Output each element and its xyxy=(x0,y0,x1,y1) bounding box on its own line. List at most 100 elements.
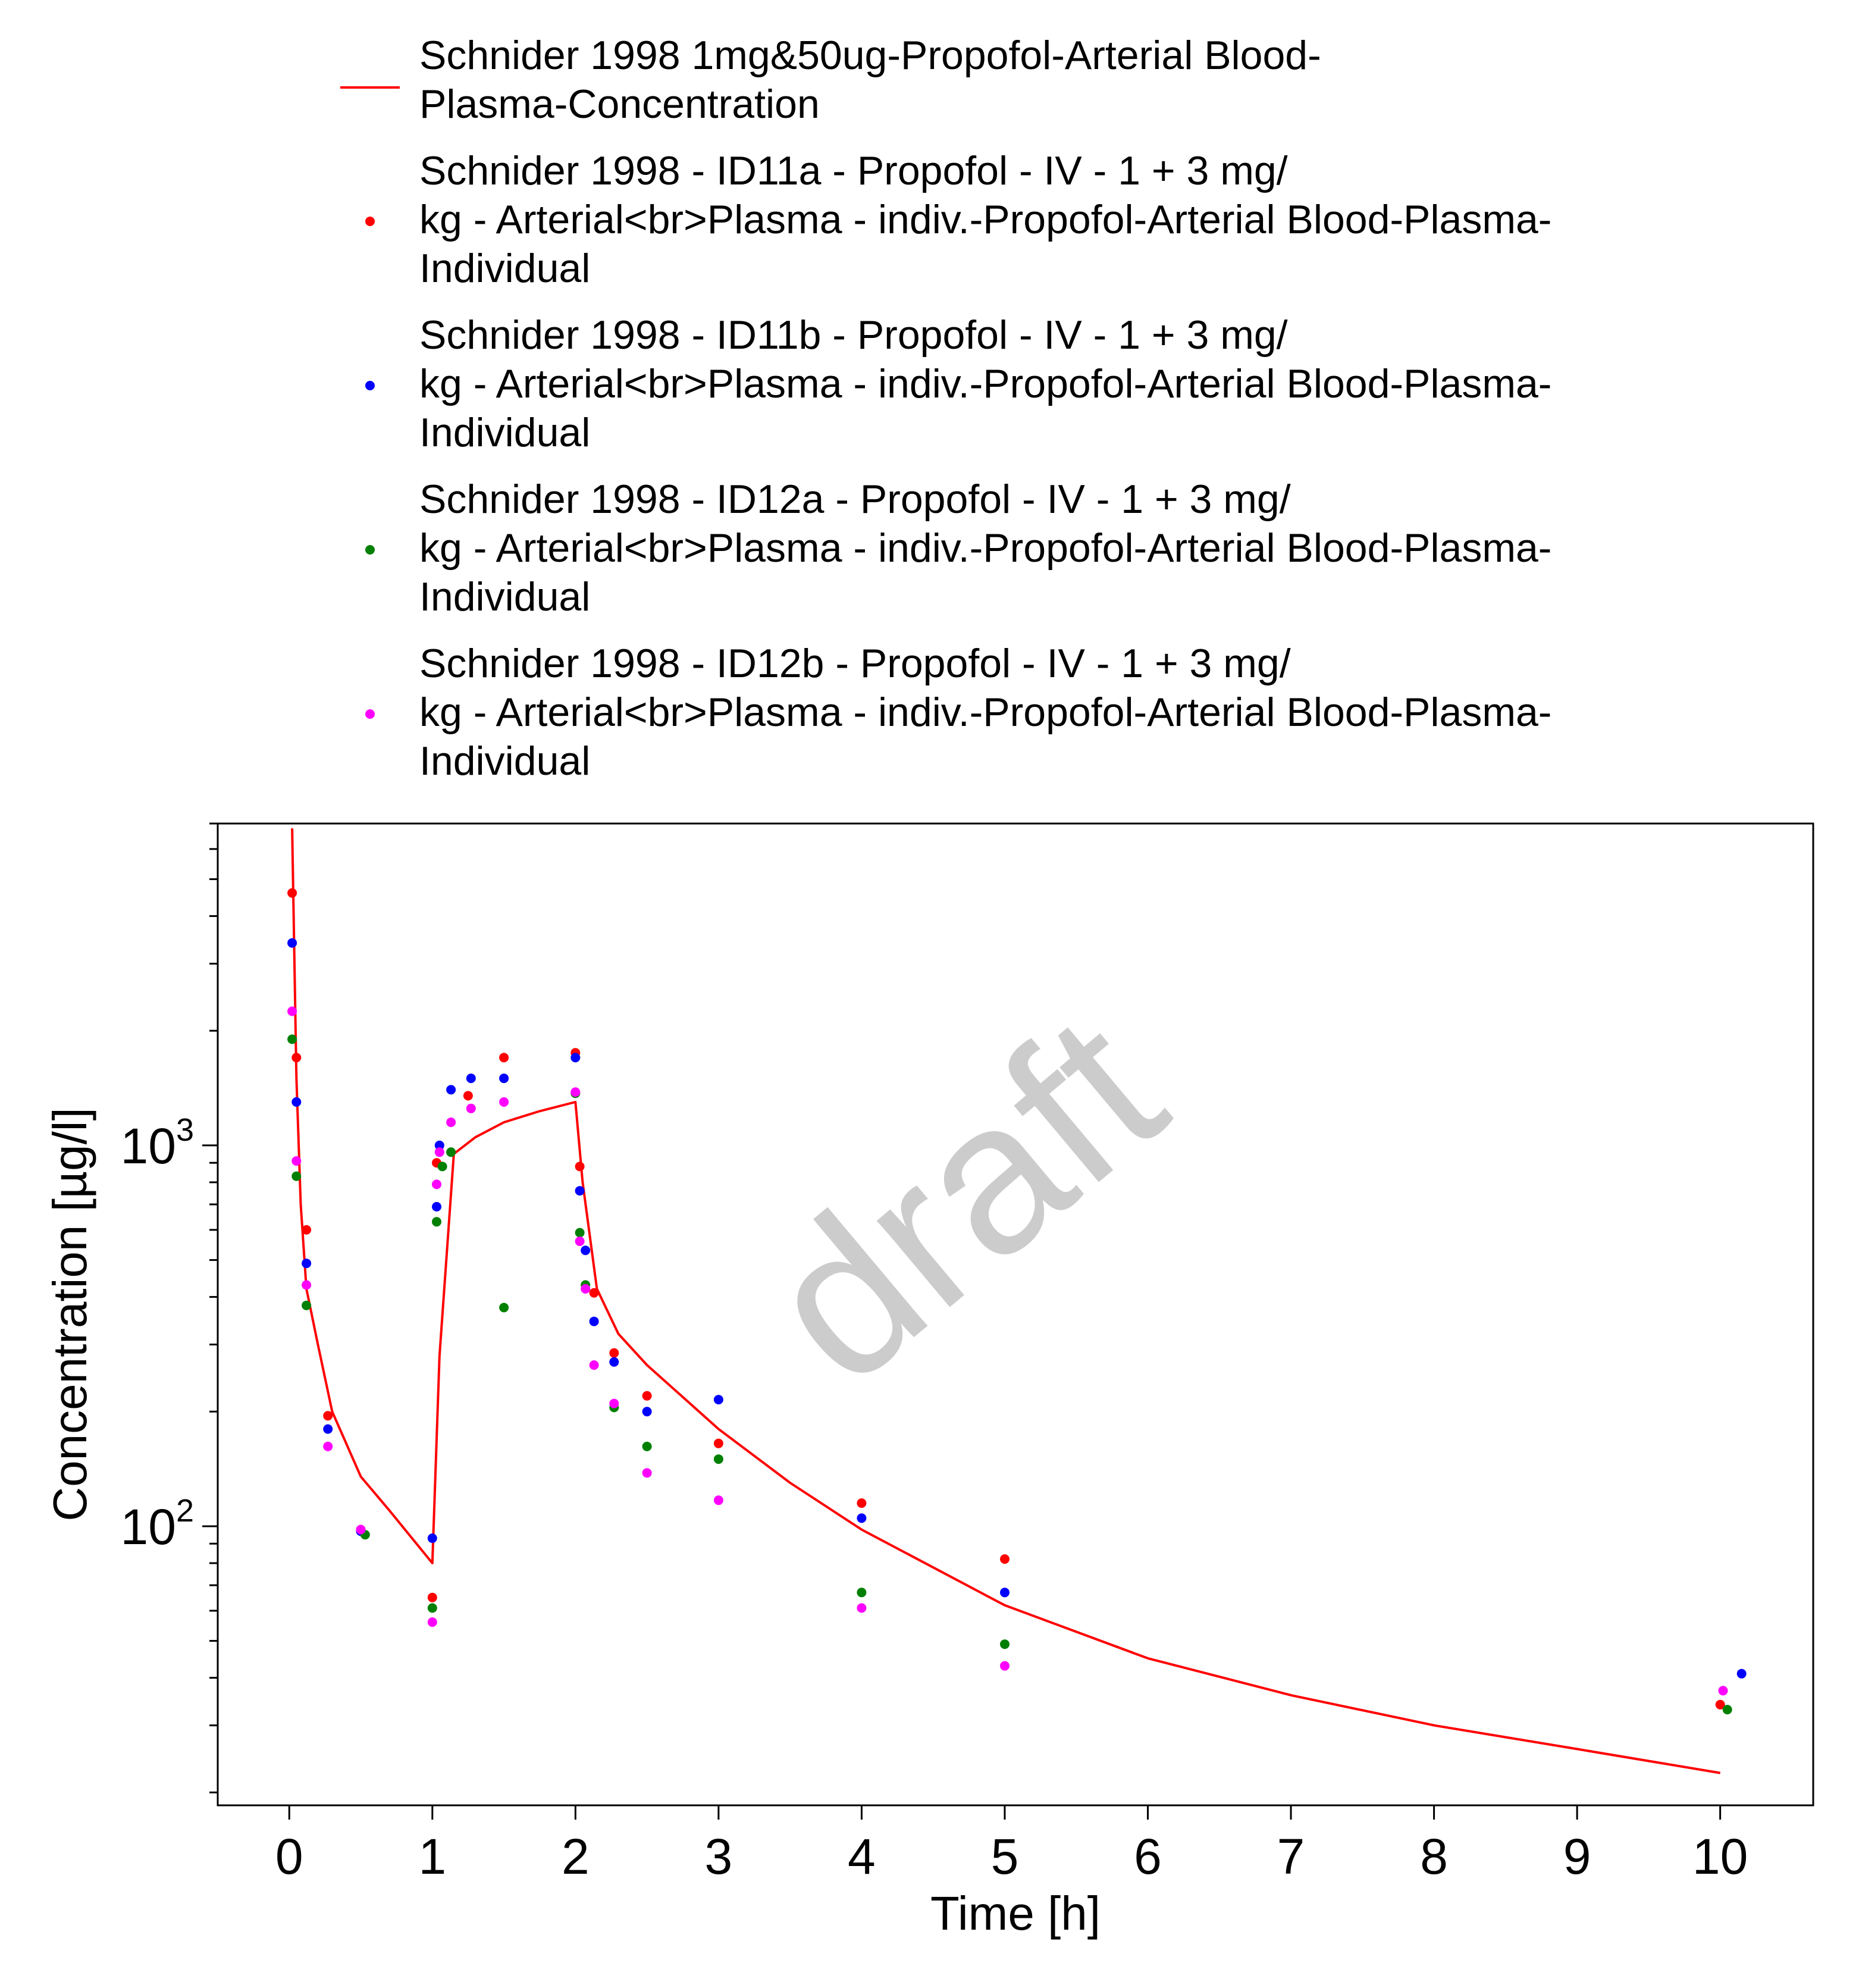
data-point xyxy=(291,1171,302,1181)
x-tick-label: 5 xyxy=(991,1829,1019,1884)
data-point xyxy=(581,1284,591,1294)
legend-dot-swatch xyxy=(365,709,375,719)
legend-label-line: Schnider 1998 - ID12b - Propofol - IV - … xyxy=(419,641,1291,686)
data-point xyxy=(857,1588,867,1598)
data-point xyxy=(434,1140,444,1150)
data-point xyxy=(609,1357,619,1367)
data-point xyxy=(291,1053,302,1063)
x-tick-label: 6 xyxy=(1134,1829,1162,1884)
legend-label-line: Individual xyxy=(419,574,590,619)
data-point xyxy=(432,1202,441,1211)
legend-label-line: kg - Arterial<br>Plasma - indiv.-Propofo… xyxy=(419,690,1551,735)
data-point xyxy=(642,1407,652,1417)
data-point xyxy=(291,1156,302,1166)
data-point xyxy=(432,1217,441,1227)
legend-item: Schnider 1998 - ID12b - Propofol - IV - … xyxy=(365,641,1551,784)
data-point xyxy=(446,1085,456,1095)
legend-label-line: Individual xyxy=(419,738,590,784)
data-point xyxy=(427,1617,437,1627)
data-point xyxy=(1736,1668,1747,1679)
y-tick-label: 102 xyxy=(121,1493,194,1555)
data-point xyxy=(575,1228,585,1238)
x-tick-label: 8 xyxy=(1420,1829,1448,1884)
x-axis-title: Time [h] xyxy=(930,1887,1101,1940)
data-point xyxy=(1722,1705,1732,1715)
data-point xyxy=(857,1498,867,1508)
data-point xyxy=(432,1179,441,1189)
data-point xyxy=(499,1053,509,1063)
data-point xyxy=(466,1073,476,1084)
watermark-text: draft xyxy=(723,969,1205,1429)
legend-label-line: Plasma-Concentration xyxy=(419,82,820,127)
axes: 0 1 2 3 4 5 6 7 8 9 10 102 103 xyxy=(121,822,1748,1884)
x-tick-label: 2 xyxy=(562,1829,590,1884)
x-tick-label: 3 xyxy=(705,1829,733,1884)
legend-dot-swatch xyxy=(365,217,375,226)
data-point xyxy=(589,1316,599,1326)
x-tick-label: 9 xyxy=(1563,1829,1591,1884)
data-point xyxy=(323,1441,333,1451)
data-point xyxy=(642,1441,652,1451)
x-tick-label: 4 xyxy=(848,1829,876,1884)
series-1 xyxy=(287,888,1725,1710)
data-point xyxy=(287,1006,297,1016)
data-point xyxy=(302,1225,312,1235)
data-point xyxy=(713,1454,723,1464)
data-point xyxy=(446,1117,456,1128)
data-point xyxy=(499,1073,509,1084)
legend-label-line: kg - Arterial<br>Plasma - indiv.-Propofo… xyxy=(419,361,1551,406)
data-point xyxy=(589,1360,599,1370)
legend-label-line: Schnider 1998 - ID11b - Propofol - IV - … xyxy=(419,312,1288,358)
series-line xyxy=(291,828,1721,1774)
data-point xyxy=(570,1053,581,1063)
data-point xyxy=(609,1398,619,1408)
x-tick-label: 1 xyxy=(418,1829,446,1884)
data-point xyxy=(575,1236,585,1247)
data-point xyxy=(581,1245,591,1256)
legend-label-line: Schnider 1998 - ID12a - Propofol - IV - … xyxy=(419,477,1291,522)
series-layer xyxy=(287,828,1747,1774)
data-point xyxy=(302,1280,312,1290)
data-point xyxy=(857,1603,867,1613)
data-point xyxy=(499,1303,509,1313)
legend-item: Schnider 1998 1mg&50ug-Propofol-Arterial… xyxy=(340,33,1321,127)
legend-label-line: Schnider 1998 1mg&50ug-Propofol-Arterial… xyxy=(419,33,1321,78)
y-axis-title: Concentration [µg/l] xyxy=(43,1107,96,1521)
data-point xyxy=(1715,1699,1725,1710)
legend-item: Schnider 1998 - ID11b - Propofol - IV - … xyxy=(365,312,1551,455)
data-point xyxy=(1000,1639,1010,1649)
data-point xyxy=(302,1300,312,1310)
data-point xyxy=(1718,1686,1728,1696)
data-point xyxy=(1000,1588,1010,1598)
legend-item: Schnider 1998 - ID11a - Propofol - IV - … xyxy=(365,148,1551,291)
data-point xyxy=(589,1288,599,1298)
data-point xyxy=(427,1592,437,1602)
data-point xyxy=(466,1103,476,1113)
legend-label-line: Individual xyxy=(419,410,590,455)
data-point xyxy=(291,1097,302,1107)
data-point xyxy=(1000,1661,1010,1671)
data-point xyxy=(463,1091,473,1101)
data-point xyxy=(427,1603,437,1613)
legend-dot-swatch xyxy=(365,545,375,555)
y-tick-label: 103 xyxy=(121,1112,194,1174)
data-point xyxy=(323,1424,333,1434)
data-point xyxy=(713,1495,723,1505)
x-tick-label: 10 xyxy=(1692,1829,1748,1884)
data-point xyxy=(570,1087,581,1097)
series-0 xyxy=(291,828,1721,1774)
data-point xyxy=(287,938,297,948)
x-tick-label: 7 xyxy=(1277,1829,1305,1884)
data-point xyxy=(713,1438,723,1448)
data-point xyxy=(609,1348,619,1358)
data-point xyxy=(356,1524,366,1535)
x-tick-label: 0 xyxy=(275,1829,303,1884)
data-point xyxy=(713,1395,723,1405)
data-point xyxy=(1000,1554,1010,1564)
data-point xyxy=(857,1513,867,1523)
data-point xyxy=(434,1147,444,1157)
data-point xyxy=(575,1186,585,1196)
data-point xyxy=(302,1258,312,1269)
data-point xyxy=(575,1162,585,1172)
